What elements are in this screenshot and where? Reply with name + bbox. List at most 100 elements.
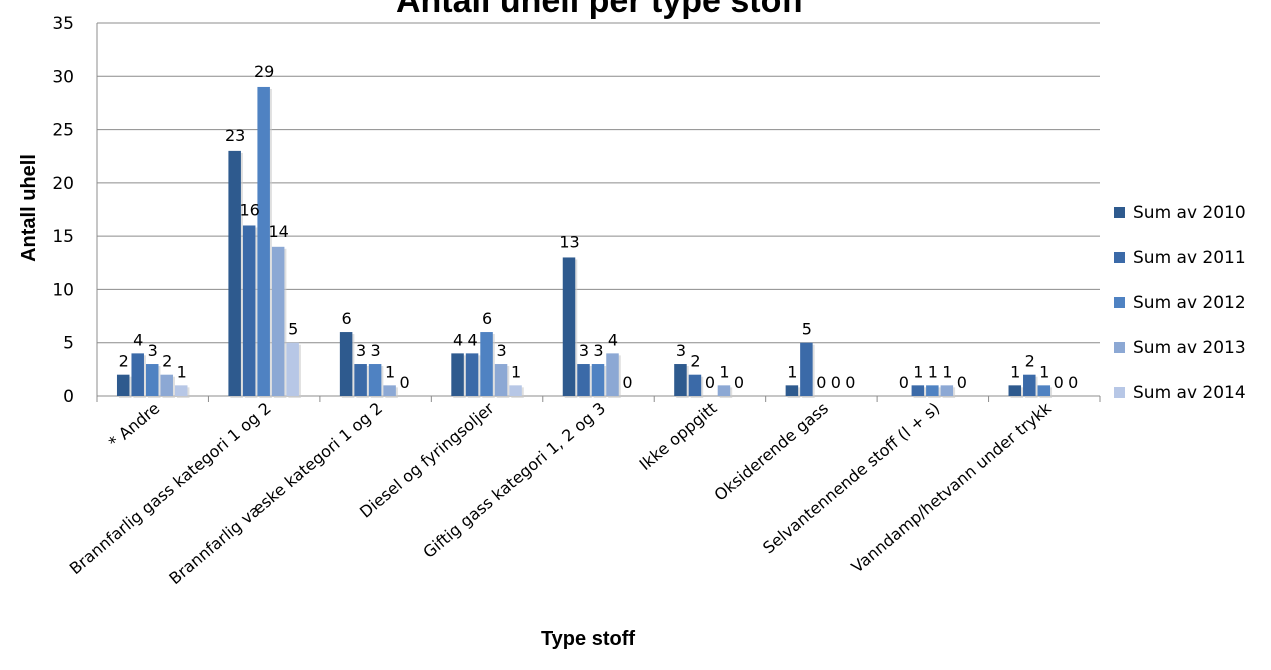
data-label: 1 — [1039, 362, 1049, 381]
x-tick-label: Vanndamp/hetvann under trykk — [848, 398, 1056, 577]
x-tick-label: * Andre — [105, 399, 163, 452]
data-label: 16 — [239, 200, 259, 219]
data-label: 6 — [342, 309, 352, 328]
x-tick-label: Ikke oppgitt — [636, 399, 721, 475]
bar — [116, 374, 130, 396]
x-axis-label: Type stoff — [541, 628, 635, 650]
legend-label: Sum av 2013 — [1133, 338, 1246, 358]
bars — [116, 86, 1053, 398]
bar — [1023, 374, 1036, 396]
bar — [228, 150, 241, 396]
bar — [145, 364, 159, 396]
legend-swatch — [1114, 297, 1125, 308]
bar — [577, 364, 590, 396]
bar — [174, 385, 188, 396]
bar — [606, 353, 619, 396]
data-label: 1 — [1010, 362, 1020, 381]
data-label: 0 — [957, 373, 967, 392]
bar — [160, 374, 173, 396]
x-tick-label: Brannfarlig gass kategori 1 og 2 — [66, 399, 275, 579]
data-label: 0 — [831, 373, 841, 392]
data-label: 6 — [482, 309, 492, 328]
data-label: 1 — [942, 362, 952, 381]
bar — [383, 385, 396, 396]
data-label: 14 — [268, 222, 288, 241]
bar — [911, 385, 925, 396]
y-tick-label: 5 — [63, 334, 74, 354]
chart-title: Antall uhell per type stoff — [396, 0, 805, 20]
data-label: 2 — [162, 352, 172, 371]
data-label: 1 — [385, 362, 395, 381]
bar — [785, 385, 799, 396]
x-tick-label: Giftig gass kategori 1, 2 og 3 — [419, 399, 609, 562]
data-label: 3 — [371, 341, 381, 360]
y-axis-ticks: 0 5 10 15 20 25 30 35 — [52, 14, 74, 407]
data-label: 1 — [511, 362, 521, 381]
bar — [688, 374, 702, 396]
y-tick-label: 35 — [52, 14, 74, 34]
data-label: 3 — [356, 341, 366, 360]
x-tick-label: Selvantennende stoff (l + s) — [759, 399, 943, 558]
data-label: 4 — [453, 330, 463, 349]
data-label: 3 — [593, 341, 603, 360]
y-tick-label: 20 — [52, 174, 74, 194]
bar — [257, 86, 270, 396]
y-tick-label: 10 — [52, 280, 74, 300]
data-label: 3 — [579, 341, 589, 360]
bar — [480, 332, 493, 396]
data-label: 0 — [705, 373, 715, 392]
y-tick-label: 30 — [52, 67, 74, 87]
x-tick-label: Oksiderende gass — [711, 399, 832, 505]
bar — [1008, 385, 1022, 396]
legend-swatch — [1114, 387, 1125, 398]
bar — [509, 385, 522, 396]
legend-swatch — [1114, 207, 1125, 218]
legend-label: Sum av 2011 — [1133, 248, 1246, 268]
bar — [271, 246, 285, 396]
bar — [286, 342, 299, 396]
y-tick-label: 0 — [63, 387, 74, 407]
data-label: 2 — [1025, 352, 1035, 371]
data-label: 1 — [177, 362, 187, 381]
bar — [465, 353, 479, 396]
data-label: 13 — [559, 232, 579, 251]
bar — [242, 225, 256, 396]
bar — [562, 257, 576, 396]
data-label: 3 — [496, 341, 506, 360]
legend-label: Sum av 2010 — [1133, 203, 1246, 223]
data-label: 0 — [1068, 373, 1078, 392]
data-label: 0 — [1054, 373, 1064, 392]
bar — [494, 364, 508, 396]
data-label: 0 — [816, 373, 826, 392]
data-label: 1 — [913, 362, 923, 381]
bar — [674, 364, 687, 396]
data-label: 3 — [676, 341, 686, 360]
bar — [131, 353, 144, 396]
data-label: 1 — [928, 362, 938, 381]
bar — [800, 342, 813, 396]
data-label: 29 — [254, 62, 274, 81]
data-label: 4 — [608, 330, 618, 349]
bar — [451, 353, 464, 396]
data-label: 2 — [690, 352, 700, 371]
data-label: 4 — [133, 330, 143, 349]
legend-label: Sum av 2014 — [1133, 383, 1246, 403]
data-label: 1 — [787, 362, 797, 381]
data-label: 2 — [119, 352, 129, 371]
bar — [1037, 385, 1051, 396]
data-label: 5 — [288, 320, 298, 339]
y-axis-label: Antall uhell — [18, 154, 40, 262]
y-tick-label: 25 — [52, 121, 74, 141]
data-label: 0 — [622, 373, 632, 392]
bar — [368, 364, 382, 396]
bar — [940, 385, 954, 396]
legend-swatch — [1114, 342, 1125, 353]
data-label: 0 — [734, 373, 744, 392]
data-label: 3 — [148, 341, 158, 360]
legend: Sum av 2010 Sum av 2011 Sum av 2012 Sum av … — [1114, 203, 1246, 403]
data-label: 0 — [899, 373, 909, 392]
data-label: 23 — [225, 126, 245, 145]
bar — [591, 364, 605, 396]
